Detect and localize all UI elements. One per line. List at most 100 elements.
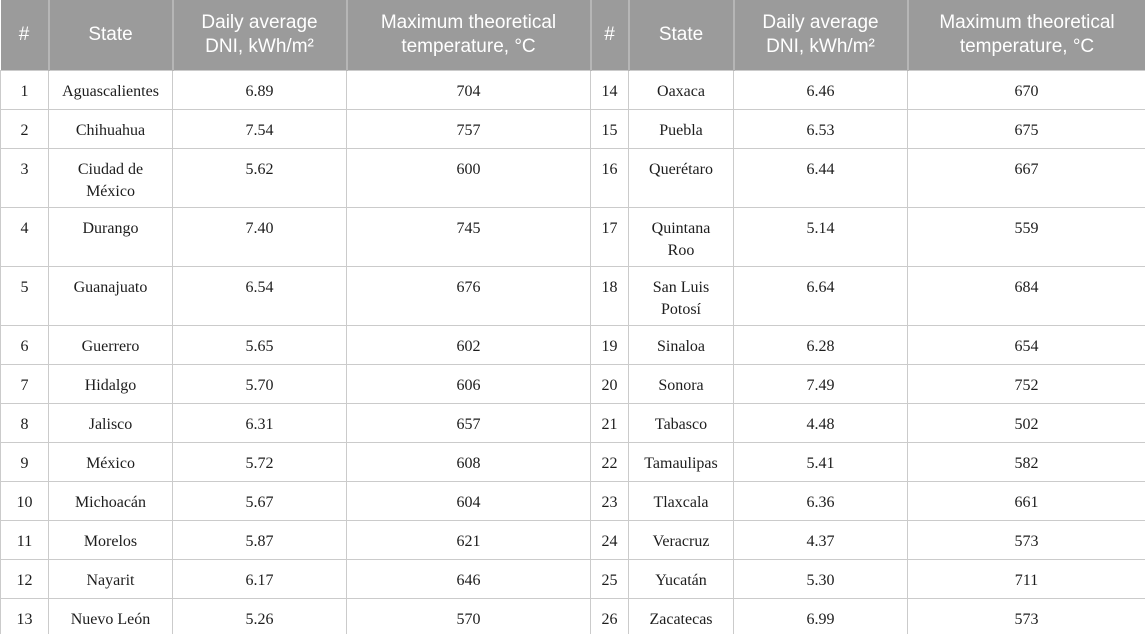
temperature-value-cell: 684 — [907, 265, 1145, 326]
temperature-value-cell: 608 — [346, 441, 591, 482]
row-number-cell: 4 — [0, 206, 49, 267]
row-number-cell: 25 — [590, 558, 629, 599]
row-number-cell: 10 — [0, 480, 49, 521]
row-number-cell: 17 — [590, 206, 629, 267]
temperature-value-cell: 621 — [346, 519, 591, 560]
dni-value-cell: 6.36 — [733, 480, 908, 521]
state-cell: Puebla — [628, 108, 734, 149]
dni-value-cell: 5.87 — [172, 519, 347, 560]
temperature-header: Maximum theoretical temperature, °C — [906, 0, 1145, 70]
dni-value-cell: 5.30 — [733, 558, 908, 599]
row-number-cell: 26 — [590, 597, 629, 634]
row-number-cell: 16 — [590, 147, 629, 208]
row-number-cell: 3 — [0, 147, 49, 208]
state-cell: Aguascalientes — [48, 69, 173, 110]
dni-value-cell: 5.67 — [172, 480, 347, 521]
state-cell: Zacatecas — [628, 597, 734, 634]
state-cell: Guerrero — [48, 324, 173, 365]
dni-header: Daily average DNI, kWh/m² — [732, 0, 908, 70]
state-cell: Michoacán — [48, 480, 173, 521]
temperature-value-cell: 600 — [346, 147, 591, 208]
temperature-value-cell: 559 — [907, 206, 1145, 267]
dni-value-cell: 5.70 — [172, 363, 347, 404]
state-cell: Nuevo León — [48, 597, 173, 634]
table-row: 12 Nayarit 6.17 646 25 Yucatán 5.30 711 — [0, 558, 1145, 599]
row-number-cell: 24 — [590, 519, 629, 560]
dni-value-cell: 6.53 — [733, 108, 908, 149]
state-cell: Tlaxcala — [628, 480, 734, 521]
dni-header: Daily average DNI, kWh/m² — [171, 0, 347, 70]
table-row: 13 Nuevo León 5.26 570 26 Zacatecas 6.99 573 — [0, 597, 1145, 634]
temperature-value-cell: 646 — [346, 558, 591, 599]
dni-value-cell: 7.49 — [733, 363, 908, 404]
temperature-header: Maximum theoretical temperature, °C — [345, 0, 591, 70]
temperature-value-cell: 657 — [346, 402, 591, 443]
temperature-value-cell: 675 — [907, 108, 1145, 149]
row-number-cell: 1 — [0, 69, 49, 110]
row-number-cell: 23 — [590, 480, 629, 521]
row-number-cell: 20 — [590, 363, 629, 404]
temperature-value-cell: 573 — [907, 597, 1145, 634]
state-cell: San Luis Potosí — [628, 265, 734, 326]
temperature-value-cell: 711 — [907, 558, 1145, 599]
row-number-cell: 21 — [590, 402, 629, 443]
state-cell: Querétaro — [628, 147, 734, 208]
table-row: 7 Hidalgo 5.70 606 20 Sonora 7.49 752 — [0, 363, 1145, 404]
temperature-value-cell: 654 — [907, 324, 1145, 365]
state-cell: Hidalgo — [48, 363, 173, 404]
dni-value-cell: 6.54 — [172, 265, 347, 326]
state-cell: Ciudad de México — [48, 147, 173, 208]
temperature-value-cell: 704 — [346, 69, 591, 110]
header-row: # State Daily average DNI, kWh/m² Maximum t… — [0, 0, 1145, 70]
row-number-cell: 5 — [0, 265, 49, 326]
dni-value-cell: 6.46 — [733, 69, 908, 110]
temperature-value-cell: 606 — [346, 363, 591, 404]
state-cell: Sonora — [628, 363, 734, 404]
dni-value-cell: 5.14 — [733, 206, 908, 267]
row-number-cell: 8 — [0, 402, 49, 443]
state-cell: Chihuahua — [48, 108, 173, 149]
state-cell: Quintana Roo — [628, 206, 734, 267]
state-cell: Jalisco — [48, 402, 173, 443]
state-cell: Nayarit — [48, 558, 173, 599]
table-row: 8 Jalisco 6.31 657 21 Tabasco 4.48 502 — [0, 402, 1145, 443]
table-row: 4 Durango 7.40 745 17 Quintana Roo 5.14 559 — [0, 206, 1145, 267]
row-number-cell: 12 — [0, 558, 49, 599]
dni-value-cell: 6.89 — [172, 69, 347, 110]
dni-value-cell: 6.64 — [733, 265, 908, 326]
dni-value-cell: 5.65 — [172, 324, 347, 365]
row-number-cell: 13 — [0, 597, 49, 634]
row-number-cell: 6 — [0, 324, 49, 365]
dni-value-cell: 6.31 — [172, 402, 347, 443]
state-cell: Sinaloa — [628, 324, 734, 365]
row-number-cell: 18 — [590, 265, 629, 326]
table-row: 5 Guanajuato 6.54 676 18 San Luis Potosí 6.64 6… — [0, 265, 1145, 326]
state-cell: Guanajuato — [48, 265, 173, 326]
state-header: State — [47, 0, 173, 70]
dni-value-cell: 7.54 — [172, 108, 347, 149]
row-number-cell: 19 — [590, 324, 629, 365]
dni-value-cell: 7.40 — [172, 206, 347, 267]
row-number-cell: 9 — [0, 441, 49, 482]
dni-value-cell: 4.48 — [733, 402, 908, 443]
state-cell: México — [48, 441, 173, 482]
row-number-header: # — [589, 0, 629, 70]
dni-value-cell: 5.41 — [733, 441, 908, 482]
state-cell: Durango — [48, 206, 173, 267]
table-row: 10 Michoacán 5.67 604 23 Tlaxcala 6.36 661 — [0, 480, 1145, 521]
temperature-value-cell: 676 — [346, 265, 591, 326]
table-row: 9 México 5.72 608 22 Tamaulipas 5.41 582 — [0, 441, 1145, 482]
table-row: 11 Morelos 5.87 621 24 Veracruz 4.37 573 — [0, 519, 1145, 560]
temperature-value-cell: 582 — [907, 441, 1145, 482]
table-row: 1 Aguascalientes 6.89 704 14 Oaxaca 6.46 670 — [0, 69, 1145, 110]
table-row: 3 Ciudad de México 5.62 600 16 Querétaro 6.44 6… — [0, 147, 1145, 208]
state-cell: Tamaulipas — [628, 441, 734, 482]
row-number-cell: 7 — [0, 363, 49, 404]
state-cell: Oaxaca — [628, 69, 734, 110]
temperature-value-cell: 757 — [346, 108, 591, 149]
state-cell: Yucatán — [628, 558, 734, 599]
row-number-cell: 22 — [590, 441, 629, 482]
temperature-value-cell: 502 — [907, 402, 1145, 443]
table-row: 6 Guerrero 5.65 602 19 Sinaloa 6.28 654 — [0, 324, 1145, 365]
